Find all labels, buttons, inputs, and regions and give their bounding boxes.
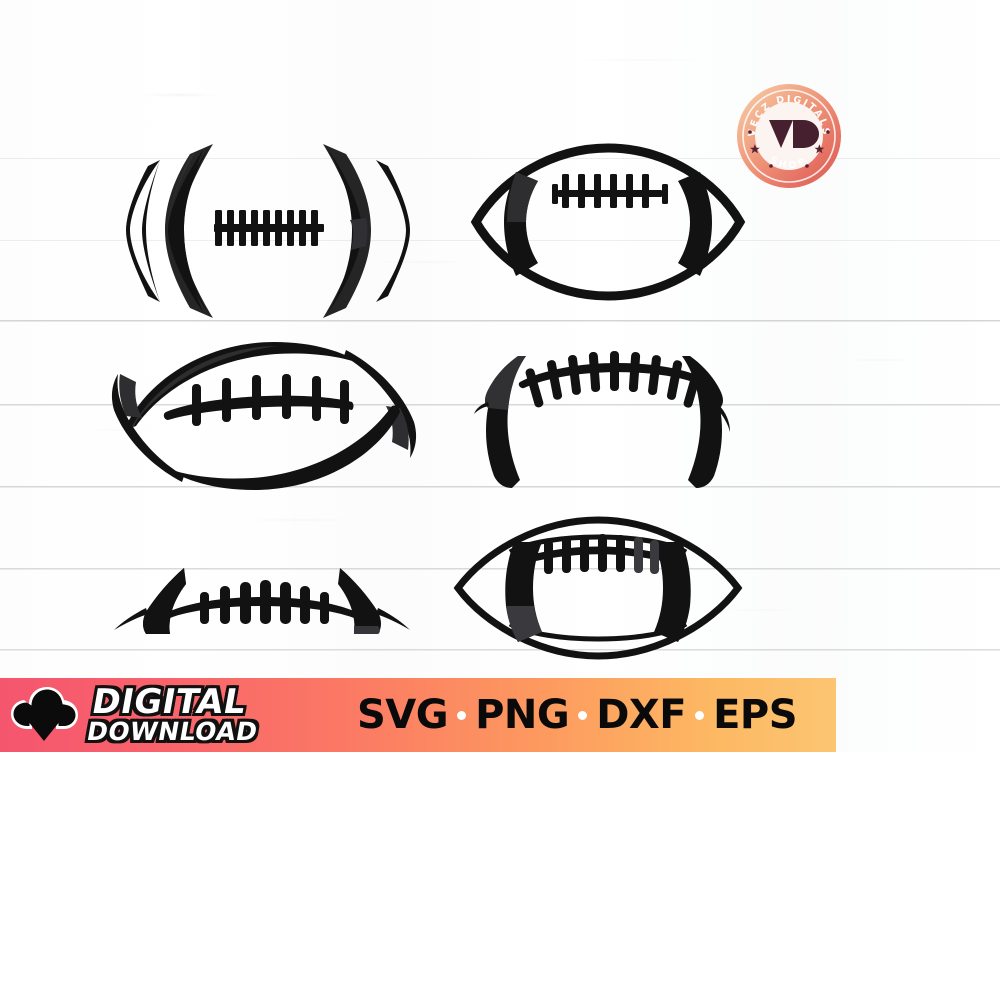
format-eps: EPS	[713, 692, 798, 738]
design-football-outline-thick-stripes	[448, 508, 748, 668]
football-split-crescents-art	[126, 144, 410, 318]
football-brush-stroke-art	[111, 342, 417, 490]
format-png: PNG	[475, 692, 570, 738]
football-upper-half-svg	[474, 351, 730, 488]
design-football-brush-stroke	[104, 330, 424, 502]
design-football-full-outline-stripes	[468, 132, 748, 312]
digital-download-line1: DIGITAL	[87, 680, 252, 724]
format-separator-dot	[695, 710, 705, 720]
logo-svg: VECZ DIGITALS SHOP VD	[737, 84, 841, 189]
logo-star-icon	[749, 144, 825, 154]
football-outline-thick-stripes-art	[453, 516, 743, 660]
football-laces-minimal-svg	[114, 568, 410, 634]
digital-download-banner: DIGITAL DOWNLOAD SVG PNG DXF EPS	[0, 678, 836, 752]
football-split-crescents-svg	[126, 144, 410, 318]
football-outline-thick-stripes-svg	[453, 516, 743, 660]
football-upper-half-art	[474, 351, 730, 488]
cloud-download-icon	[11, 687, 78, 741]
file-formats-list: SVG PNG DXF EPS	[346, 692, 836, 738]
format-separator-dot	[457, 710, 467, 720]
digital-download-text: DIGITAL DOWNLOAD	[83, 680, 265, 748]
digital-download-block: DIGITAL DOWNLOAD	[0, 680, 346, 748]
format-dxf: DXF	[596, 692, 687, 738]
logo-inner-disc	[755, 102, 823, 170]
format-svg: SVG	[356, 692, 449, 738]
digital-download-line2: DOWNLOAD	[83, 715, 262, 748]
design-football-upper-half	[474, 338, 754, 498]
football-full-outline-stripes-art	[470, 143, 746, 301]
logo-monogram-text: VD	[789, 188, 790, 189]
logo-monogram	[769, 120, 819, 148]
vecz-digitals-shop-logo: VECZ DIGITALS SHOP VD	[735, 82, 843, 190]
logo-dot	[748, 130, 830, 168]
football-laces-minimal-art	[114, 568, 410, 634]
design-football-laces-minimal	[112, 552, 412, 652]
format-separator-dot	[578, 710, 588, 720]
design-football-split-crescents	[118, 138, 418, 318]
logo-ring-line	[742, 89, 836, 183]
football-brush-stroke-svg	[111, 342, 417, 490]
football-full-outline-stripes-svg	[470, 143, 746, 301]
